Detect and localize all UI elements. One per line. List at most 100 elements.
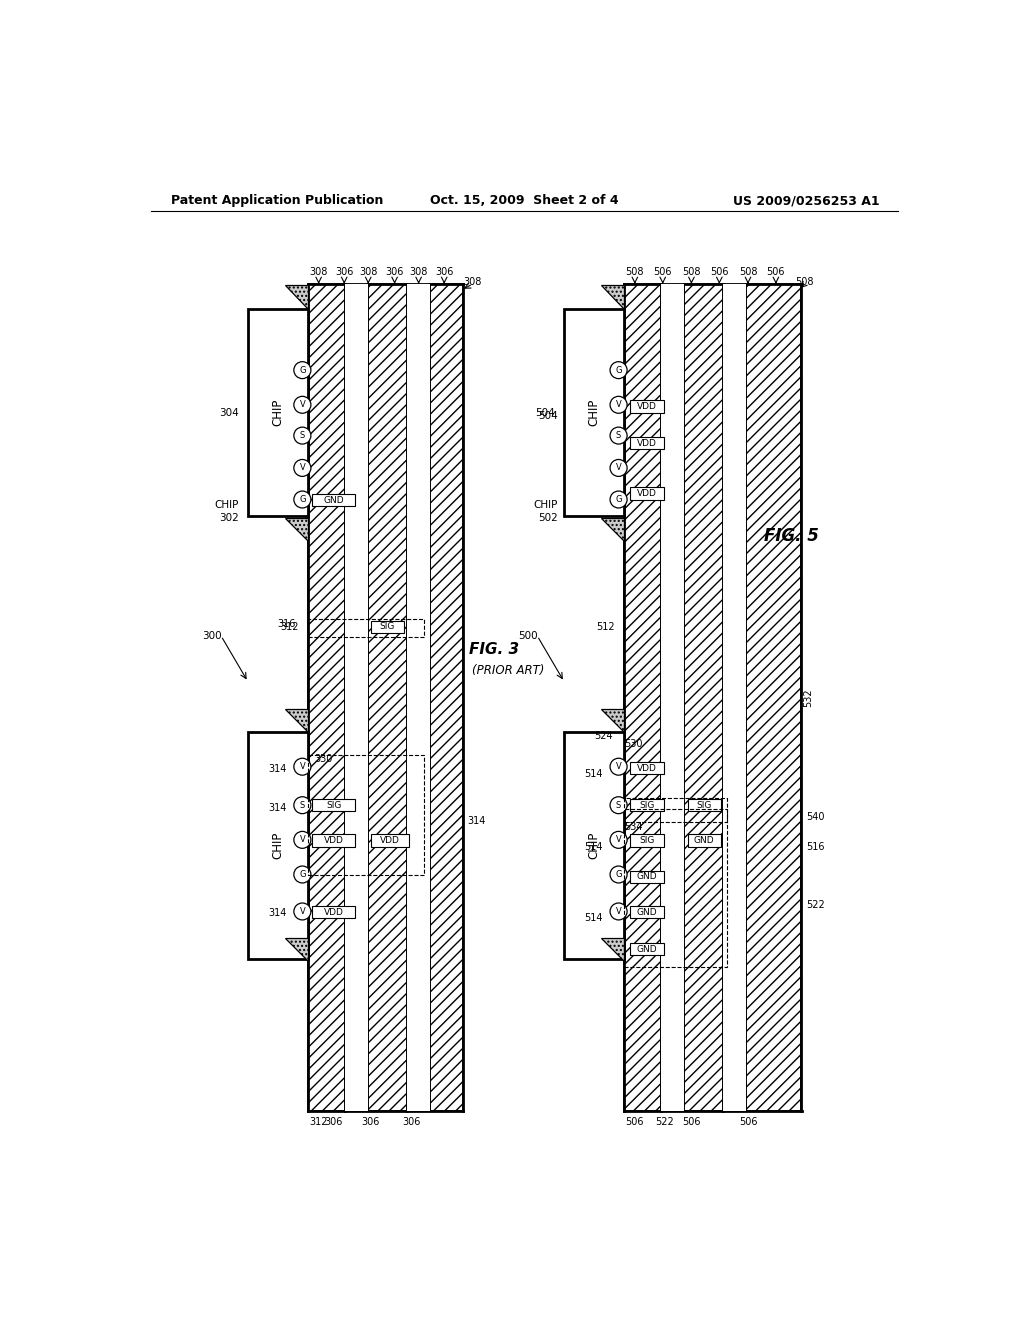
- Circle shape: [294, 832, 311, 849]
- Text: 300: 300: [202, 631, 221, 640]
- Text: V: V: [299, 907, 305, 916]
- Text: V: V: [299, 762, 305, 771]
- Text: S: S: [616, 432, 622, 440]
- Text: 306: 306: [435, 268, 454, 277]
- Text: 506: 506: [682, 1118, 700, 1127]
- Text: VDD: VDD: [637, 401, 656, 411]
- Circle shape: [294, 428, 311, 444]
- Polygon shape: [601, 285, 624, 309]
- Circle shape: [610, 396, 627, 413]
- Text: 504: 504: [536, 408, 555, 417]
- Bar: [624, 284, 662, 1111]
- Bar: [312, 834, 355, 847]
- Text: 540: 540: [806, 812, 824, 822]
- Text: G: G: [615, 870, 622, 879]
- Text: 314: 314: [268, 764, 287, 774]
- Text: SIG: SIG: [639, 836, 654, 845]
- Bar: [308, 284, 345, 1111]
- Text: 508: 508: [796, 277, 814, 286]
- Bar: [687, 799, 721, 812]
- Polygon shape: [285, 517, 308, 541]
- Text: 522: 522: [806, 900, 825, 911]
- Text: VDD: VDD: [380, 836, 400, 845]
- Circle shape: [610, 758, 627, 775]
- Bar: [624, 809, 727, 966]
- Text: G: G: [299, 495, 305, 504]
- Text: 504: 504: [539, 412, 558, 421]
- Text: GND: GND: [637, 908, 657, 916]
- Text: 308: 308: [410, 268, 428, 277]
- Bar: [248, 733, 308, 960]
- Bar: [630, 400, 664, 412]
- Text: 534: 534: [624, 822, 642, 832]
- Circle shape: [610, 903, 627, 920]
- Text: 500: 500: [518, 631, 538, 640]
- Bar: [308, 755, 424, 875]
- Text: 516: 516: [806, 842, 824, 851]
- Text: SIG: SIG: [326, 801, 341, 809]
- Text: 506: 506: [626, 1118, 644, 1127]
- Text: V: V: [615, 463, 622, 473]
- Text: G: G: [299, 870, 305, 879]
- Polygon shape: [601, 517, 624, 541]
- Text: 306: 306: [385, 268, 403, 277]
- Circle shape: [610, 797, 627, 813]
- Bar: [371, 834, 410, 847]
- Circle shape: [294, 491, 311, 508]
- Polygon shape: [601, 937, 624, 961]
- Text: 330: 330: [314, 754, 333, 764]
- Text: GND: GND: [324, 496, 344, 504]
- Text: Oct. 15, 2009  Sheet 2 of 4: Oct. 15, 2009 Sheet 2 of 4: [430, 194, 620, 207]
- Text: V: V: [615, 907, 622, 916]
- Bar: [630, 871, 664, 883]
- Text: 316: 316: [278, 619, 295, 630]
- Polygon shape: [285, 937, 308, 961]
- Text: CHIP: CHIP: [534, 500, 558, 510]
- Circle shape: [294, 866, 311, 883]
- Text: 312: 312: [280, 622, 299, 631]
- Text: 314: 314: [467, 816, 485, 825]
- Text: V: V: [299, 463, 305, 473]
- Text: CHIP: CHIP: [271, 399, 285, 426]
- Text: 522: 522: [655, 1118, 674, 1127]
- Bar: [345, 284, 369, 1111]
- Text: FIG. 5: FIG. 5: [764, 527, 818, 545]
- Text: VDD: VDD: [637, 764, 656, 772]
- Text: S: S: [300, 801, 305, 809]
- Bar: [564, 309, 624, 516]
- Circle shape: [610, 866, 627, 883]
- Bar: [687, 834, 721, 847]
- Bar: [630, 834, 664, 847]
- Text: 506: 506: [738, 1118, 758, 1127]
- Text: 314: 314: [268, 803, 287, 813]
- Bar: [630, 437, 664, 449]
- Bar: [407, 284, 430, 1111]
- Bar: [564, 733, 624, 960]
- Text: 308: 308: [464, 277, 482, 286]
- Bar: [624, 797, 727, 822]
- Circle shape: [294, 758, 311, 775]
- Bar: [630, 942, 664, 956]
- Text: 506: 506: [710, 268, 728, 277]
- Circle shape: [610, 428, 627, 444]
- Text: V: V: [299, 836, 305, 845]
- Circle shape: [294, 903, 311, 920]
- Text: VDD: VDD: [637, 438, 656, 447]
- Text: CHIP: CHIP: [588, 399, 601, 426]
- Text: 508: 508: [626, 268, 644, 277]
- Text: US 2009/0256253 A1: US 2009/0256253 A1: [733, 194, 880, 207]
- Text: 506: 506: [767, 268, 785, 277]
- Polygon shape: [285, 709, 308, 733]
- Text: G: G: [299, 366, 305, 375]
- Text: 532: 532: [804, 688, 813, 706]
- Text: FIG. 3: FIG. 3: [469, 642, 519, 657]
- Text: (PRIOR ART): (PRIOR ART): [472, 664, 545, 677]
- Text: VDD: VDD: [637, 488, 656, 498]
- Circle shape: [294, 797, 311, 813]
- Circle shape: [294, 459, 311, 477]
- Bar: [630, 762, 664, 775]
- Text: 304: 304: [219, 408, 239, 417]
- Text: 502: 502: [539, 513, 558, 523]
- Bar: [369, 284, 407, 1111]
- Text: GND: GND: [694, 836, 715, 845]
